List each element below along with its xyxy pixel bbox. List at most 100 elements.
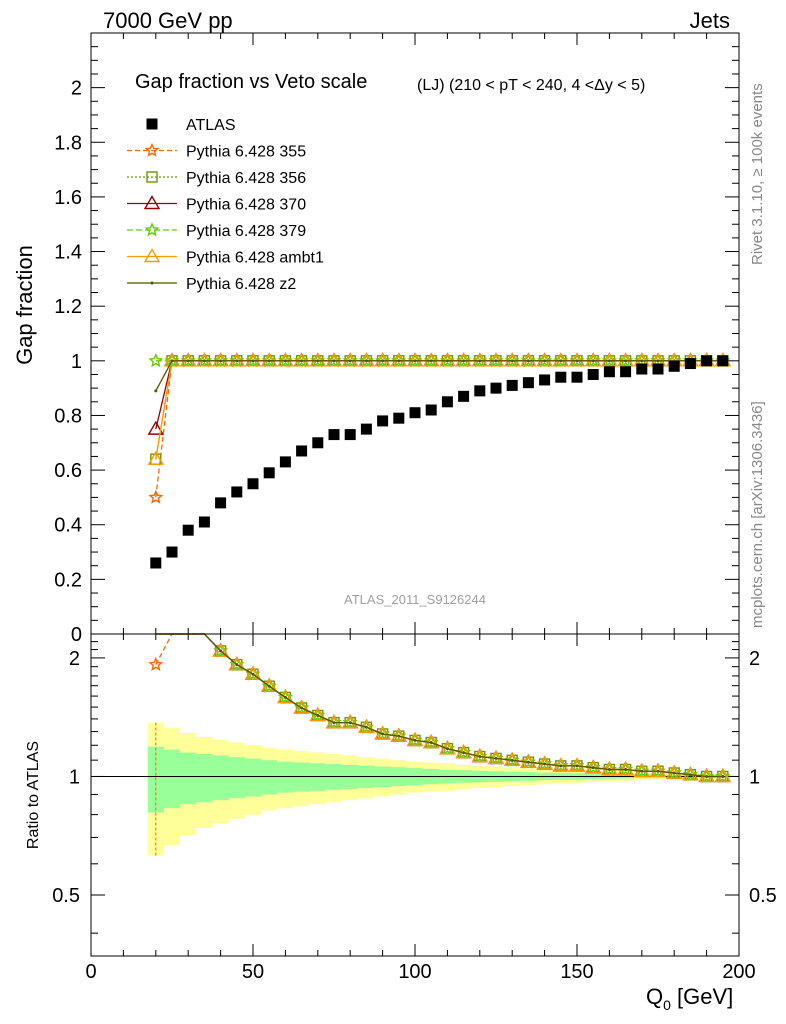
series-point xyxy=(202,359,206,363)
legend-label-atlas: ATLAS xyxy=(186,117,236,134)
series-point xyxy=(196,352,213,367)
ratio-series-layer xyxy=(148,633,732,856)
atlas-data-point xyxy=(458,390,470,402)
y-tick-label-zero: 0 xyxy=(71,624,82,646)
ratio-series-point xyxy=(213,643,228,658)
ratio-series-point xyxy=(294,700,310,715)
x-tick-label: 200 xyxy=(722,961,755,983)
ratio-band-outer xyxy=(147,722,731,856)
y-axis-label: Gap fraction xyxy=(12,245,37,365)
series-point xyxy=(526,359,530,363)
y-tick-label: 0.4 xyxy=(54,515,82,537)
ratio-series-point xyxy=(332,721,336,725)
ratio-series-point xyxy=(407,732,423,747)
ratio-series-point xyxy=(683,766,698,782)
series-point xyxy=(559,359,563,363)
ratio-series-point xyxy=(649,762,667,777)
atlas-data-point xyxy=(441,396,453,408)
series-point xyxy=(359,352,374,368)
atlas-data-point xyxy=(636,363,648,375)
series-point xyxy=(197,352,212,368)
series-point xyxy=(391,352,407,368)
legend-label: Pythia 6.428 z2 xyxy=(186,276,296,293)
x-tick-label: 50 xyxy=(242,961,264,983)
series-point xyxy=(494,359,498,363)
atlas-data-point xyxy=(474,385,486,397)
ratio-tick-label: 2 xyxy=(69,648,80,670)
y-tick-label: 1.6 xyxy=(54,187,82,209)
series-point xyxy=(179,352,197,367)
series-point xyxy=(413,359,417,363)
series-point xyxy=(537,352,552,368)
ratio-series-point xyxy=(261,678,277,693)
series-point xyxy=(601,352,618,367)
y-tick-label: 0.8 xyxy=(54,405,82,427)
series-point xyxy=(294,352,309,368)
ratio-series-point xyxy=(575,764,579,768)
series-point xyxy=(154,389,158,393)
legend-label: Pythia 6.428 370 xyxy=(186,197,306,214)
atlas-data-point xyxy=(490,382,502,394)
series-point xyxy=(267,359,271,363)
ratio-series-point xyxy=(283,695,287,699)
x-tick-label: 150 xyxy=(560,961,593,983)
ratio-series-point xyxy=(559,764,563,768)
series-point xyxy=(640,359,644,363)
y-tick-label: 0.6 xyxy=(54,460,82,482)
atlas-data-point xyxy=(701,355,713,367)
ratio-series-point xyxy=(341,714,359,729)
ratio-tick-label: 0.5 xyxy=(52,885,80,907)
ratio-series-point xyxy=(721,774,725,778)
ratio-series-point xyxy=(267,684,271,688)
ratio-series-point xyxy=(698,768,715,783)
series-point xyxy=(591,359,595,363)
atlas-data-point xyxy=(603,366,615,378)
atlas-data-point xyxy=(296,445,308,457)
ratio-series-point xyxy=(391,728,407,743)
atlas-data-point xyxy=(684,358,696,370)
ratio-series-point xyxy=(624,767,628,771)
ratio-series-point xyxy=(714,768,732,783)
series-point xyxy=(487,352,505,367)
series-point xyxy=(147,450,165,465)
series-point xyxy=(455,352,472,367)
legend-marker xyxy=(146,171,158,183)
ratio-series-point xyxy=(618,761,634,776)
atlas-data-point xyxy=(360,423,372,435)
series-point xyxy=(148,489,164,504)
ratio-series-point xyxy=(260,677,278,692)
ratio-series-point xyxy=(526,760,530,764)
atlas-data-point xyxy=(263,467,275,479)
legend-label: Pythia 6.428 379 xyxy=(186,223,306,240)
series-point xyxy=(569,352,585,368)
atlas-data-point xyxy=(377,415,389,427)
series-point xyxy=(260,352,278,367)
header-jets-label: Jets xyxy=(690,8,730,33)
series-point xyxy=(283,359,287,363)
series-point xyxy=(374,352,391,367)
series-point xyxy=(397,359,401,363)
main-series-layer xyxy=(147,352,732,569)
series-point xyxy=(585,352,601,368)
series-point xyxy=(472,352,488,368)
atlas-data-point xyxy=(652,363,664,375)
ratio-band-inner xyxy=(147,746,731,813)
ratio-series-point xyxy=(607,767,611,771)
ratio-series-point xyxy=(715,768,731,783)
series-point xyxy=(310,352,326,368)
series-point xyxy=(348,359,352,363)
atlas-data-point xyxy=(247,478,259,490)
series-point xyxy=(456,352,471,368)
series-point xyxy=(358,352,375,367)
series-point xyxy=(375,352,390,368)
ratio-series-point xyxy=(413,738,417,742)
series-point xyxy=(326,352,342,368)
ratio-series-point xyxy=(278,689,293,704)
ratio-series-point xyxy=(472,748,488,763)
series-point xyxy=(478,359,482,363)
ratio-series-point xyxy=(634,763,650,778)
series-point xyxy=(607,359,611,363)
ratio-tick-label-right: 1 xyxy=(749,766,760,788)
series-line xyxy=(155,360,723,498)
